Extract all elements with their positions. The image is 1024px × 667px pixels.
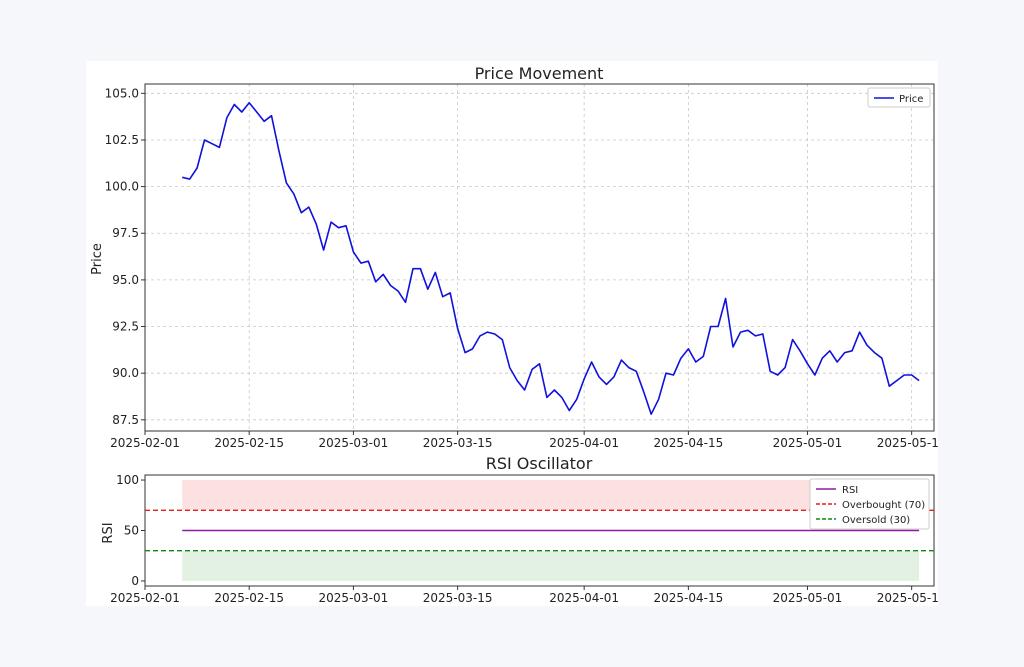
rsi-y-tick-label: 50 xyxy=(124,524,139,538)
rsi-bands xyxy=(182,480,920,581)
rsi-x-tick-label: 2025-03-15 xyxy=(423,591,493,605)
rsi-chart-title: RSI Oscillator xyxy=(486,454,593,473)
rsi-y-axis-label: RSI xyxy=(101,522,116,543)
price-y-tick-label: 90.0 xyxy=(112,366,139,380)
rsi-x-tick-label: 2025-03-01 xyxy=(319,591,389,605)
rsi-zone-band xyxy=(182,550,920,581)
price-y-tick-label: 97.5 xyxy=(112,226,139,240)
price-y-ticks: 87.5 90.0 92.5 95.0 97.5 100.0 102.5 105.0 xyxy=(105,86,145,427)
rsi-legend-label-rsi: RSI xyxy=(842,485,858,496)
price-plot-frame xyxy=(144,83,935,432)
price-y-tick-label: 92.5 xyxy=(112,320,139,334)
rsi-x-ticks: 2025-02-01 2025-02-15 2025-03-01 2025-03-15… xyxy=(110,586,947,605)
price-chart-title: Price Movement xyxy=(475,64,604,83)
price-y-tick-label: 95.0 xyxy=(112,273,139,287)
price-x-tick-label: 2025-05-01 xyxy=(773,436,843,450)
rsi-y-tick-label: 0 xyxy=(131,574,139,588)
price-series xyxy=(182,101,920,416)
price-x-tick-label: 2025-05-15 xyxy=(877,436,938,450)
price-x-tick-label: 2025-02-01 xyxy=(110,436,180,450)
rsi-legend-label-oversold: Oversold (30) xyxy=(842,515,910,526)
price-x-tick-label: 2025-04-15 xyxy=(653,436,723,450)
rsi-legend-label-overbought: Overbought (70) xyxy=(842,500,925,511)
price-x-ticks: 2025-02-01 2025-02-15 2025-03-01 2025-03-15… xyxy=(110,431,947,450)
price-legend-label: Price xyxy=(899,94,923,105)
rsi-zone-band xyxy=(182,480,920,511)
price-chart: Price Movement 87.5 90.0 92.5 95.0 97.5 100.0… xyxy=(90,64,947,450)
rsi-x-tick-label: 2025-04-01 xyxy=(549,591,619,605)
price-y-axis-label: Price xyxy=(90,243,105,275)
rsi-y-ticks: 0 50 100 xyxy=(116,473,145,588)
rsi-x-tick-label: 2025-05-15 xyxy=(877,591,938,605)
price-y-tick-label: 87.5 xyxy=(112,413,139,427)
price-grid xyxy=(144,84,934,431)
figure: Price Movement 87.5 90.0 92.5 95.0 97.5 100.0… xyxy=(86,61,947,606)
price-x-tick-label: 2025-04-01 xyxy=(549,436,619,450)
price-x-tick-label: 2025-02-15 xyxy=(214,436,284,450)
price-line xyxy=(182,101,920,416)
charts-svg: Price Movement 87.5 90.0 92.5 95.0 97.5 100.0… xyxy=(90,64,947,605)
rsi-legend-box xyxy=(809,478,930,530)
price-x-tick-label: 2025-03-01 xyxy=(319,436,389,450)
rsi-x-tick-label: 2025-04-15 xyxy=(653,591,723,605)
price-legend-box xyxy=(867,87,931,108)
rsi-series xyxy=(145,509,934,552)
price-x-tick-label: 2025-03-15 xyxy=(423,436,493,450)
price-legend: Price xyxy=(867,87,931,108)
price-y-tick-label: 105.0 xyxy=(105,86,139,100)
price-y-tick-label: 102.5 xyxy=(105,133,139,147)
price-y-tick-label: 100.0 xyxy=(105,180,139,194)
rsi-legend: RSI Overbought (70) Oversold (30) xyxy=(809,478,930,530)
rsi-x-tick-label: 2025-02-01 xyxy=(110,591,180,605)
rsi-x-tick-label: 2025-05-01 xyxy=(773,591,843,605)
rsi-x-tick-label: 2025-02-15 xyxy=(214,591,284,605)
rsi-y-tick-label: 100 xyxy=(116,473,139,487)
